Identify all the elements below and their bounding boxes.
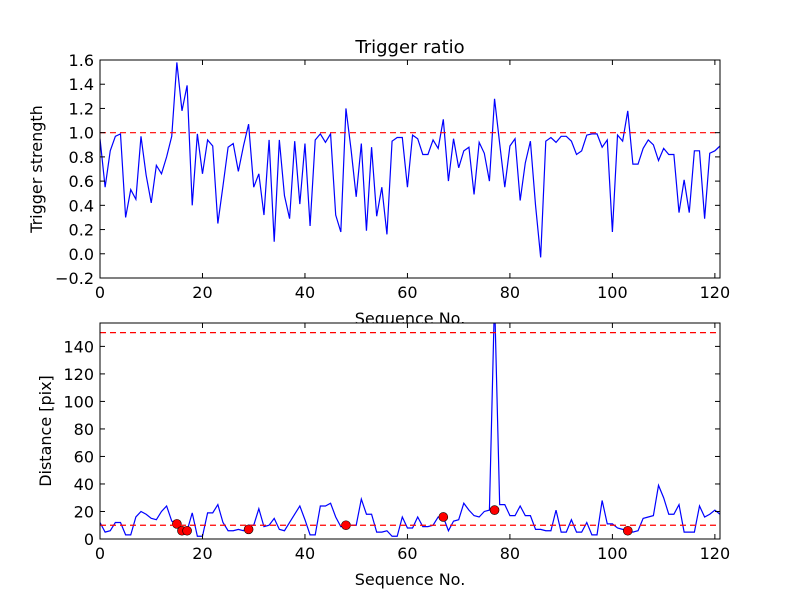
y-tick-label: 0.8: [69, 148, 94, 167]
x-tick-label: 60: [397, 544, 417, 563]
chart-title: Trigger ratio: [354, 37, 464, 58]
distance-panel: 0 20 40 60 80 100 120 0 20 40 60 80 100 120 140 Sequen…: [36, 322, 730, 589]
axes-frame: [99, 59, 721, 279]
y-tick-label: 0.2: [69, 221, 94, 240]
x-tick-label: 40: [295, 544, 315, 563]
ticks: 0 20 40 60 80 100 120 0 20 40 60 80 100 120 140: [63, 323, 730, 563]
series-line: [100, 62, 720, 258]
y-tick-label: 60: [74, 447, 94, 466]
y-tick-label: 140: [63, 337, 94, 356]
series-line: [100, 323, 720, 537]
x-tick-label: 40: [295, 283, 315, 302]
x-tick-label: 20: [192, 283, 212, 302]
x-tick-label: 100: [597, 544, 628, 563]
y-tick-label: −0.2: [55, 269, 94, 288]
x-tick-label: 100: [597, 283, 628, 302]
x-tick-label: 0: [95, 283, 105, 302]
x-tick-label: 80: [500, 544, 520, 563]
x-tick-label: 120: [700, 283, 731, 302]
y-tick-label: 0: [84, 530, 94, 549]
marker-point: [243, 524, 254, 535]
y-axis-label: Distance [pix]: [36, 375, 55, 487]
marker-point: [172, 519, 182, 529]
x-tick-label: 80: [500, 283, 520, 302]
y-tick-label: 0.6: [69, 172, 94, 191]
plot-area: [100, 323, 720, 537]
x-tick-label: 20: [192, 544, 212, 563]
y-tick-label: 20: [74, 502, 94, 521]
marker-point: [438, 512, 449, 522]
y-tick-label: 0.4: [69, 196, 94, 215]
x-tick-label: 0: [95, 544, 105, 563]
trigger-ratio-panel: Trigger ratio 0 20 40 60 80 100 120−0.20.00.20…: [27, 37, 730, 328]
x-tick-label: 120: [700, 544, 731, 563]
x-tick-label: 60: [397, 283, 417, 302]
plot-background: [100, 323, 720, 539]
y-axis-label: Trigger strength: [27, 105, 46, 234]
marker-point: [182, 525, 192, 536]
y-tick-label: 40: [74, 475, 94, 494]
y-tick-label: 1.0: [69, 124, 94, 143]
axes-frame: [99, 322, 721, 540]
marker-point: [489, 505, 500, 515]
y-tick-label: 1.6: [69, 51, 94, 70]
plot-area: [100, 62, 720, 258]
y-tick-label: 80: [74, 420, 94, 439]
y-tick-label: 120: [63, 365, 94, 384]
marker-point: [622, 525, 633, 536]
y-tick-label: 100: [63, 392, 94, 411]
x-axis-label: Sequence No.: [355, 570, 466, 589]
y-tick-label: 1.4: [69, 75, 94, 94]
y-tick-label: 0.0: [69, 245, 94, 264]
y-tick-label: 1.2: [69, 99, 94, 118]
ticks: 0 20 40 60 80 100 120 −0.2 0.0 0.2 0.4 0.6 0.8 1.0 1.2…: [55, 51, 730, 302]
